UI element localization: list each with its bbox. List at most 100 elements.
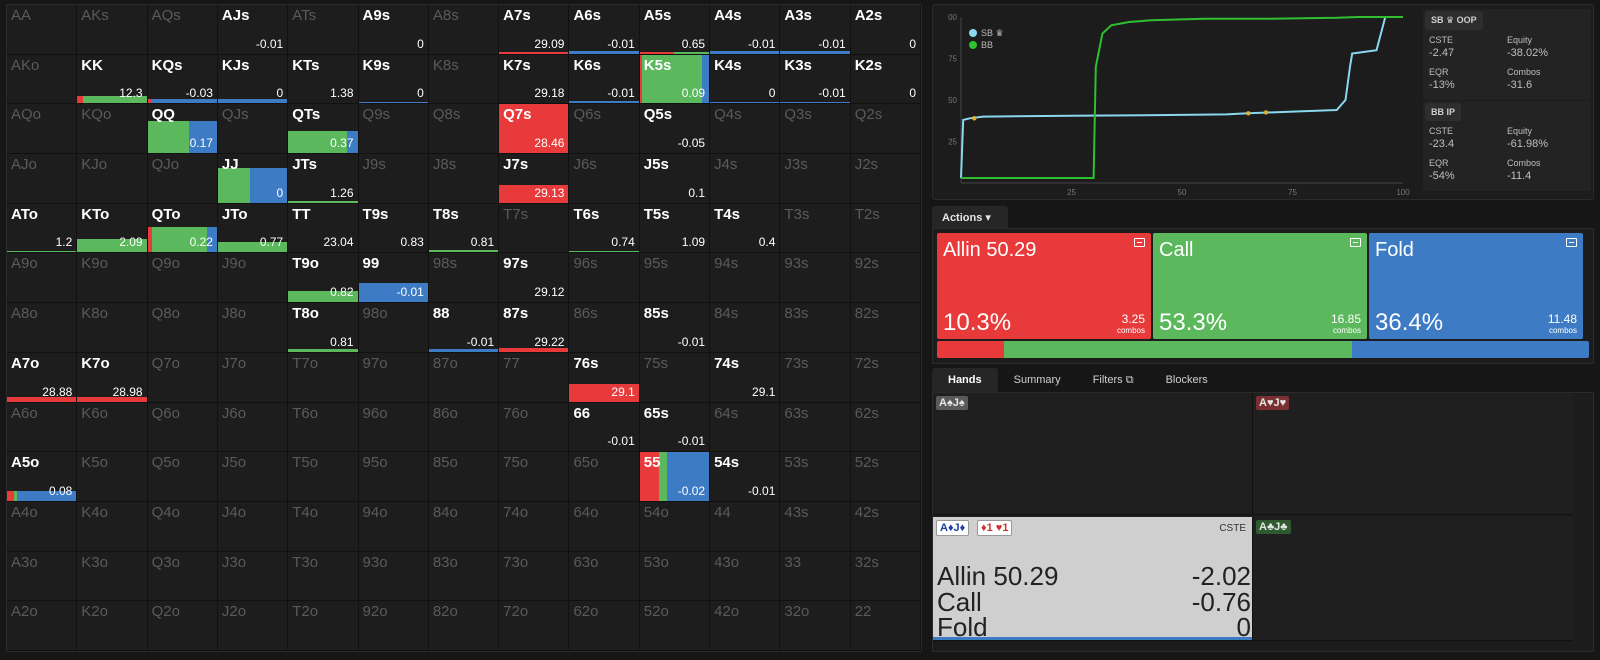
hand-cell[interactable]: 43s xyxy=(780,501,851,552)
hand-cell[interactable]: 53o xyxy=(639,551,711,602)
hand-cell[interactable]: 22 xyxy=(850,601,921,651)
hand-cell[interactable]: 99 -0.01 xyxy=(358,253,429,304)
hand-cell[interactable]: KQs -0.03 xyxy=(147,54,218,105)
hand-cell[interactable]: T6s 0.74 xyxy=(569,203,640,254)
tab-filters[interactable]: Filters ⧉ xyxy=(1077,368,1150,392)
hand-cell[interactable]: 85o xyxy=(428,452,500,502)
hand-cell[interactable]: AA xyxy=(7,5,78,55)
hand-cell[interactable]: AQs xyxy=(147,5,218,55)
details-icon[interactable] xyxy=(1134,238,1145,247)
hand-cell[interactable]: T2s xyxy=(850,203,921,254)
hand-cell[interactable]: 87s 29.22 xyxy=(499,303,570,353)
hand-cell[interactable]: J2o xyxy=(217,601,289,651)
hand-cell[interactable]: 64o xyxy=(569,501,640,552)
hand-cell[interactable]: A2o xyxy=(7,601,78,651)
hand-cell[interactable]: 97o xyxy=(358,352,429,403)
hand-cell[interactable]: 83o xyxy=(428,551,500,602)
hand-cell[interactable]: 65s -0.01 xyxy=(639,402,711,453)
hand-cell[interactable]: JTs 1.26 xyxy=(288,154,359,204)
hand-cell[interactable]: K9o xyxy=(77,253,148,304)
hand-cell[interactable]: 83s xyxy=(780,303,851,353)
hand-cell[interactable]: QQ 0.17 xyxy=(147,104,218,155)
hand-cell[interactable]: K2o xyxy=(77,601,148,651)
hand-cell[interactable]: TT 23.04 xyxy=(288,203,359,254)
hand-cell[interactable]: Q5o xyxy=(147,452,218,502)
hand-cell[interactable]: QJs xyxy=(217,104,289,155)
hand-cell[interactable]: 63s xyxy=(780,402,851,453)
hand-cell[interactable]: 85s -0.01 xyxy=(639,303,711,353)
hand-cell[interactable]: 42s xyxy=(850,501,921,552)
hand-cell[interactable]: K8s xyxy=(428,54,500,105)
hand-cell[interactable]: K7s 29.18 xyxy=(499,54,570,105)
hand-cell[interactable]: KK 12.3 xyxy=(77,54,148,105)
hand-cell[interactable]: 73s xyxy=(780,352,851,403)
hand-cell[interactable]: K3o xyxy=(77,551,148,602)
hand-cell[interactable]: AJs -0.01 xyxy=(217,5,289,55)
hand-cell[interactable]: T2o xyxy=(288,601,359,651)
hand-cell[interactable]: AJo xyxy=(7,154,78,204)
hand-cell[interactable]: Q2o xyxy=(147,601,218,651)
hand-cell[interactable]: A8o xyxy=(7,303,78,353)
hand-cell[interactable]: 55 -0.02 xyxy=(639,452,711,502)
hand-cell[interactable]: A3s -0.01 xyxy=(780,5,851,55)
hand-cell[interactable]: 43o xyxy=(710,551,781,602)
hand-cell[interactable]: J5o xyxy=(217,452,289,502)
hand-cell[interactable]: Q4o xyxy=(147,501,218,552)
tab-blockers[interactable]: Blockers xyxy=(1165,374,1208,386)
hand-cell[interactable]: 53s xyxy=(780,452,851,502)
hand-cell[interactable]: T3o xyxy=(288,551,359,602)
hand-cell[interactable]: Q3o xyxy=(147,551,218,602)
details-icon[interactable] xyxy=(1566,238,1577,247)
hand-cell[interactable]: AKo xyxy=(7,54,78,105)
hand-cell[interactable]: Q8o xyxy=(147,303,218,353)
hand-cell[interactable]: J9o xyxy=(217,253,289,304)
hand-cell[interactable]: K9s 0 xyxy=(358,54,429,105)
hand-cell[interactable]: 76o xyxy=(499,402,570,453)
hand-cell[interactable]: T7s xyxy=(499,203,570,254)
hand-cell[interactable]: 77 xyxy=(499,352,570,403)
hand-cell[interactable]: A9s 0 xyxy=(358,5,429,55)
hand-cell[interactable]: J8s xyxy=(428,154,500,204)
hand-cell[interactable]: J9s xyxy=(358,154,429,204)
hand-cell[interactable]: J4o xyxy=(217,501,289,552)
hand-cell[interactable]: T5o xyxy=(288,452,359,502)
hand-cell[interactable]: 32o xyxy=(780,601,851,651)
hand-cell[interactable]: A5o 0.08 xyxy=(7,452,78,502)
hand-combo[interactable]: A♥J♥ xyxy=(1253,393,1573,515)
hand-combo[interactable]: A♣J♣ xyxy=(1253,517,1573,641)
hand-cell[interactable]: 84o xyxy=(428,501,500,552)
hand-cell[interactable]: QJo xyxy=(147,154,218,204)
hand-cell[interactable]: 95s xyxy=(639,253,711,304)
hand-cell[interactable]: 98o xyxy=(358,303,429,353)
hand-cell[interactable]: JTo 0.77 xyxy=(217,203,289,254)
hand-cell[interactable]: K6s -0.01 xyxy=(569,54,640,105)
hand-cell[interactable]: 84s xyxy=(710,303,781,353)
hand-cell[interactable]: 52o xyxy=(639,601,711,651)
hand-combo-selected[interactable]: A♦J♦ ♦1 ♥1 CSTE Allin 50.29 -2.02 Call -0.… xyxy=(933,517,1253,641)
hand-cell[interactable]: KJo xyxy=(77,154,148,204)
hand-cell[interactable]: 95o xyxy=(358,452,429,502)
hand-cell[interactable]: 82o xyxy=(428,601,500,651)
hand-cell[interactable]: J3s xyxy=(780,154,851,204)
hand-cell[interactable]: T6o xyxy=(288,402,359,453)
action-call[interactable]: Call 53.3% 16.85 combos xyxy=(1153,233,1367,339)
tab-hands[interactable]: Hands xyxy=(932,368,998,392)
hand-cell[interactable]: A6s -0.01 xyxy=(569,5,640,55)
hand-cell[interactable]: 62s xyxy=(850,402,921,453)
hand-cell[interactable]: Q2s xyxy=(850,104,921,155)
hand-cell[interactable]: A3o xyxy=(7,551,78,602)
hand-cell[interactable]: Q4s xyxy=(710,104,781,155)
hand-cell[interactable]: KQo xyxy=(77,104,148,155)
hand-cell[interactable]: 86s xyxy=(569,303,640,353)
hand-cell[interactable]: Q7s 28.46 xyxy=(499,104,570,155)
hand-cell[interactable]: 97s 29.12 xyxy=(499,253,570,304)
hand-cell[interactable]: 64s xyxy=(710,402,781,453)
hand-cell[interactable]: A4o xyxy=(7,501,78,552)
hand-cell[interactable]: K5s 0.09 xyxy=(639,54,711,105)
hand-cell[interactable]: T4o xyxy=(288,501,359,552)
details-icon[interactable] xyxy=(1350,238,1361,247)
hand-cell[interactable]: 94s xyxy=(710,253,781,304)
hand-cell[interactable]: 88 -0.01 xyxy=(428,303,500,353)
hand-cell[interactable]: A7o 28.88 xyxy=(7,352,78,403)
hand-cell[interactable]: A9o xyxy=(7,253,78,304)
